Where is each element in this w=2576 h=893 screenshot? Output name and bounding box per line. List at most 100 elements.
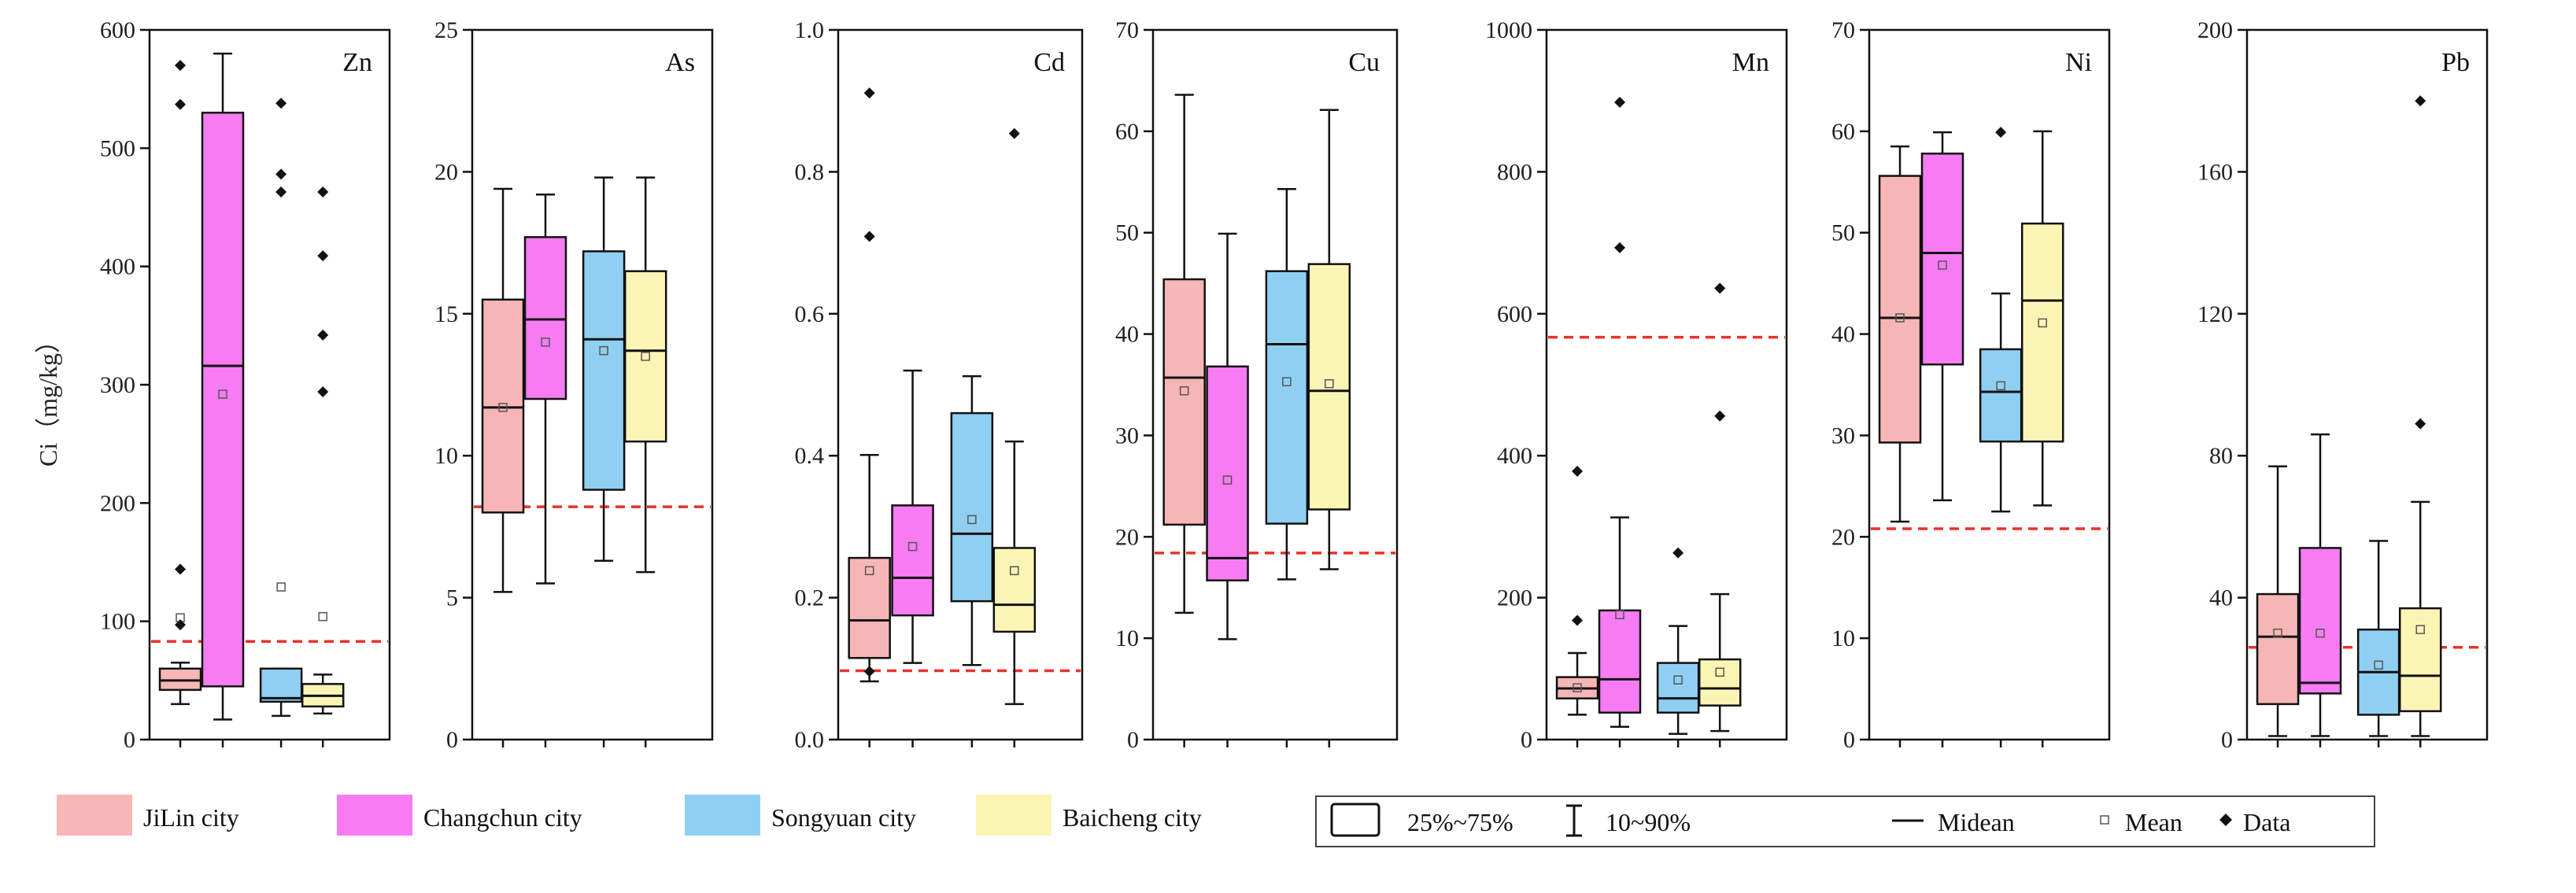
panel-pb-title: Pb xyxy=(2441,48,2470,77)
panel-as-title: As xyxy=(665,48,695,77)
panel-ni: 0 10 20 30 40 50 60 70 Ni xyxy=(1831,17,2111,753)
panel-cu-jilin-city-box xyxy=(1162,278,1206,526)
panel-pb-jilin-city-mean xyxy=(2273,628,2282,638)
panel-ni-ytick-label: 10 xyxy=(1831,625,1855,651)
panel-cd-baicheng-city-outlier xyxy=(1008,127,1020,139)
panel-as: 0 5 10 15 20 25 As xyxy=(434,17,714,753)
panel-as-frame xyxy=(471,28,714,741)
panel-zn-baicheng-city-outlier xyxy=(317,186,329,197)
panel-cd-frame xyxy=(837,28,1084,741)
legend-swatch-jilin xyxy=(57,795,132,836)
panel-mn-changchun-city-mean xyxy=(1615,610,1624,619)
panel-zn: 0 100 200 300 400 500 600 Zn xyxy=(100,17,391,753)
panel-mn-baicheng-city-outlier xyxy=(1714,282,1726,294)
panel-as-ytick-label: 20 xyxy=(434,159,458,185)
panel-ni-ytick-label: 60 xyxy=(1831,119,1855,145)
panel-mn-songyuan-city-mean xyxy=(1673,675,1683,685)
panel-mn: 0 200 400 600 800 1000 Mn xyxy=(1485,17,1788,753)
panel-cu-ytick-label: 30 xyxy=(1115,423,1139,448)
panel-pb-ytick-label: 80 xyxy=(2209,443,2233,469)
panel-cu-frame xyxy=(1151,28,1399,741)
panel-cd-changchun-city-mean xyxy=(907,541,918,552)
legend-swatch-baicheng xyxy=(976,795,1051,836)
panel-as-baicheng-city-mean xyxy=(641,352,650,361)
panel-mn-baicheng-city-mean xyxy=(1715,667,1724,677)
panel-pb-ytick-label: 40 xyxy=(2209,585,2233,611)
panel-cd-ytick-label: 0.4 xyxy=(795,443,825,469)
panel-ni-ytick-label: 40 xyxy=(1831,322,1855,348)
panel-mn-ytick-label: 800 xyxy=(1497,159,1532,185)
panel-cu-songyuan-city-mean xyxy=(1282,377,1292,386)
panel-mn-songyuan-city-box xyxy=(1656,662,1700,714)
panel-pb-changchun-city-box xyxy=(2298,547,2342,695)
panel-mn-jilin-city-outlier xyxy=(1572,466,1584,478)
panel-zn-ytick-label: 400 xyxy=(100,254,135,280)
panel-cd-ytick-label: 0.6 xyxy=(795,301,825,327)
legend-whisker-icon xyxy=(1566,804,1582,837)
y-axis-label: Ci（mg/kg） xyxy=(34,328,62,467)
legend-whisker-label: 10~90% xyxy=(1606,808,1691,836)
panel-pb-baicheng-city-mean xyxy=(2415,625,2425,634)
panel-ni-changchun-city-box xyxy=(1920,152,1964,366)
panel-cd-baicheng-city-mean xyxy=(1010,566,1019,576)
panel-as-baicheng-city-box xyxy=(623,270,667,443)
panel-cd-baicheng-city-box xyxy=(992,547,1037,633)
panel-cd-changchun-city-box xyxy=(891,504,934,617)
legend-swatch-songyuan xyxy=(685,795,760,836)
panel-pb-ytick-label: 120 xyxy=(2197,301,2233,327)
panel-cd-jilin-city-box xyxy=(848,556,891,659)
panel-zn-ytick-label: 600 xyxy=(100,17,135,43)
panel-cu-ytick-label: 20 xyxy=(1115,524,1139,550)
legend-label-songyuan: Songyuan city xyxy=(771,803,916,832)
panel-as-ytick-label: 0 xyxy=(446,727,458,753)
panel-cd-title: Cd xyxy=(1033,48,1065,77)
panel-zn-jilin-city-outlier xyxy=(175,563,187,575)
panel-cu-title: Cu xyxy=(1348,48,1380,77)
panel-zn-jilin-city-outlier xyxy=(175,619,187,631)
panel-cu-songyuan-city-box xyxy=(1265,270,1309,525)
panel-mn-songyuan-city-outlier xyxy=(1672,547,1684,559)
panel-pb-ytick-label: 160 xyxy=(2197,159,2233,185)
panel-as-jilin-city-mean xyxy=(498,403,508,412)
panel-zn-songyuan-city-outlier xyxy=(275,168,287,180)
panel-zn-frame xyxy=(148,28,391,741)
panel-ni-ytick-label: 20 xyxy=(1831,524,1855,550)
legend-label-changchun: Changchun city xyxy=(423,803,582,832)
panel-mn-baicheng-city-box xyxy=(1698,658,1742,707)
panel-cu: 0 10 20 30 40 50 60 70 Cu xyxy=(1115,17,1399,753)
legend-swatch-changchun xyxy=(337,795,412,836)
legend-data-label: Data xyxy=(2243,808,2290,836)
panel-cu-ytick-label: 10 xyxy=(1115,625,1139,651)
panel-pb-ytick-label: 200 xyxy=(2197,17,2233,43)
panel-cd-jilin-city-outlier xyxy=(863,666,875,677)
panel-pb-changchun-city-mean xyxy=(2315,628,2325,638)
legend-box-label: 25%~75% xyxy=(1407,808,1513,836)
panel-zn-baicheng-city-outlier xyxy=(317,386,329,398)
panel-zn-ytick-label: 200 xyxy=(100,490,135,516)
chart-panels: 0100200300400500600Zn0510152025As0.00.20… xyxy=(100,17,2489,753)
panel-zn-baicheng-city-outlier xyxy=(317,250,329,262)
panel-zn-jilin-city-box xyxy=(158,667,202,692)
panel-zn-ytick-label: 0 xyxy=(124,727,135,753)
panel-cd: 0.0 0.2 0.4 0.6 0.8 1.0 Cd xyxy=(795,17,1084,753)
legend-mean-label: Mean xyxy=(2125,808,2182,836)
panel-zn-baicheng-city-mean xyxy=(318,611,327,622)
panel-zn-ytick-label: 500 xyxy=(100,135,135,161)
panel-ni-jilin-city-box xyxy=(1878,175,1922,444)
panel-zn-songyuan-city-outlier xyxy=(275,186,287,197)
panel-cu-ytick-label: 0 xyxy=(1127,727,1139,753)
legend-box-icon xyxy=(1330,803,1380,837)
panel-mn-ytick-label: 600 xyxy=(1497,301,1532,327)
panel-ni-ytick-label: 70 xyxy=(1831,17,1855,43)
panel-cu-ytick-label: 40 xyxy=(1115,322,1139,348)
panel-ni-frame xyxy=(1868,28,2111,741)
panel-mn-changchun-city-box xyxy=(1598,609,1642,714)
panel-zn-songyuan-city-outlier xyxy=(275,98,287,109)
panel-zn-title: Zn xyxy=(342,48,372,77)
panel-cu-changchun-city-mean xyxy=(1222,475,1233,485)
panel-zn-changchun-city-mean xyxy=(218,389,227,399)
panel-mn-ytick-label: 1000 xyxy=(1485,17,1532,43)
panel-zn-baicheng-city-outlier xyxy=(317,329,329,341)
panel-pb: 0 40 80 120 160 200 Pb xyxy=(2197,17,2489,753)
panel-ni-songyuan-city-outlier xyxy=(1995,127,2007,138)
